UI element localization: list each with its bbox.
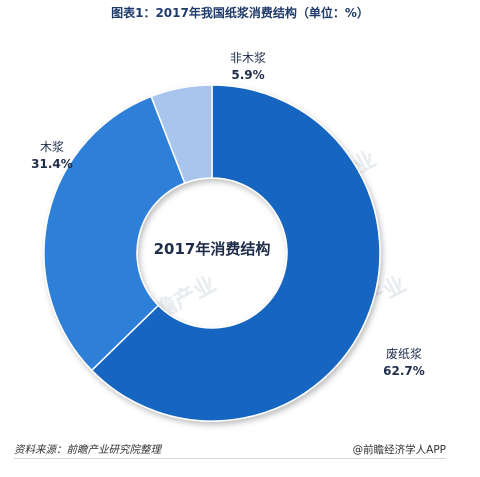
slice-label-1: 废纸浆 (386, 346, 422, 361)
slice-label-2: 木浆 (40, 139, 64, 154)
slice-1 (90, 84, 381, 422)
slice-3 (150, 84, 213, 185)
slice-value-1: 62.7% (383, 364, 425, 378)
center-label: 2017年消费结构 (154, 240, 271, 258)
source-note: 资料来源：前瞻产业研究院整理 (14, 444, 161, 456)
slice-labels: 废纸浆 62.7% 木浆 31.4% 非木浆 5.9% (31, 50, 425, 378)
chart-title: 图表1：2017年我国纸浆消费结构（单位：%） (111, 6, 369, 20)
donut-slices (43, 84, 381, 422)
slice-2 (43, 95, 186, 372)
slice-value-2: 31.4% (31, 157, 73, 171)
slice-value-3: 5.9% (231, 68, 264, 82)
footer-divider (14, 458, 446, 459)
slice-label-3: 非木浆 (230, 50, 266, 65)
credit-note: @前瞻经济学人APP (352, 444, 446, 456)
